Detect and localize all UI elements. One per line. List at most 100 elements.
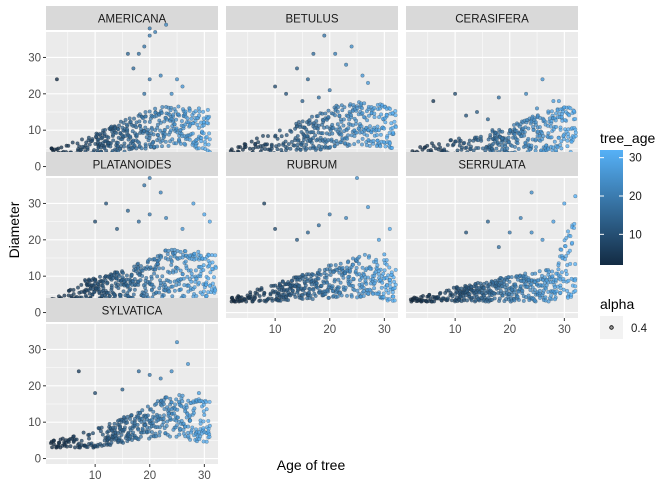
x-tick-label: 10 [269,324,282,336]
data-point [124,122,129,127]
data-point [157,433,162,438]
data-point [180,226,185,231]
data-point [185,116,190,121]
data-point [562,201,567,206]
data-point [496,245,501,250]
data-point [158,376,163,381]
data-point [147,175,152,181]
data-point [79,282,84,287]
data-point [326,114,331,119]
data-point [323,111,328,116]
data-point [147,212,152,217]
data-point [560,111,565,117]
data-point [381,271,386,276]
data-point [372,115,377,120]
data-point [363,278,368,283]
y-tick-label: 10 [28,125,41,137]
data-point [175,407,180,412]
data-point [550,274,555,279]
data-point [524,284,529,290]
data-point [320,131,325,136]
data-point [300,99,305,104]
data-point [145,404,150,409]
data-point [161,416,166,421]
data-point [382,252,387,257]
data-point [164,215,169,221]
data-point [180,272,185,277]
data-point [87,432,92,437]
data-point [238,145,243,150]
data-point [351,103,356,108]
data-point [176,104,181,109]
data-point [183,259,188,264]
data-point [391,275,396,280]
data-point [151,132,156,137]
size-legend-title: alpha [600,296,634,312]
data-point [546,109,551,114]
data-point [378,132,383,137]
data-point [335,141,340,146]
data-point [213,265,218,270]
data-point [270,298,275,303]
data-point [183,109,188,114]
data-point [384,112,389,117]
data-point [169,116,174,121]
data-point [142,119,147,124]
data-point [137,119,142,124]
data-point [279,134,284,139]
data-point [436,142,442,147]
data-point [178,268,183,273]
data-point [548,124,553,129]
data-point [147,77,152,82]
data-point [526,136,531,141]
data-point [153,110,158,115]
data-point [199,136,204,141]
data-point [131,116,137,121]
data-point [551,99,556,104]
data-point [259,285,264,291]
data-point [169,369,174,374]
y-tick-label: 30 [28,344,41,356]
data-point [390,290,395,295]
data-point [367,124,373,129]
data-point [262,291,267,296]
data-point [565,229,571,234]
data-point [309,140,314,145]
data-point [509,275,514,280]
data-point [115,140,120,145]
data-point [497,296,502,301]
facet-strip-label: AMERICANA [98,14,167,26]
y-tick-label: 20 [28,235,41,247]
data-point [293,294,298,300]
data-point [485,219,490,224]
data-point [561,133,566,138]
data-point [346,126,351,131]
data-point [572,109,577,114]
data-point [146,127,151,132]
data-point [132,143,137,148]
data-point [488,132,493,138]
data-point [144,275,149,280]
data-point [392,286,397,291]
data-point [80,144,85,149]
data-point [367,287,372,292]
data-point [360,111,365,116]
facet-panel-americana: AMERICANA 0 10 20 30 [28,6,218,174]
data-point [516,146,521,151]
data-point [467,138,472,143]
data-point [273,226,278,231]
data-point [550,269,555,274]
data-point [275,136,280,141]
data-point [476,145,481,151]
data-point [89,441,94,446]
data-point [178,128,183,133]
data-point [136,369,141,374]
data-point [333,51,338,56]
data-point [81,430,86,435]
data-point [201,419,206,424]
data-point [368,266,373,271]
data-point [359,106,365,111]
data-point [119,432,124,437]
data-point [127,116,132,121]
data-point [516,297,521,303]
